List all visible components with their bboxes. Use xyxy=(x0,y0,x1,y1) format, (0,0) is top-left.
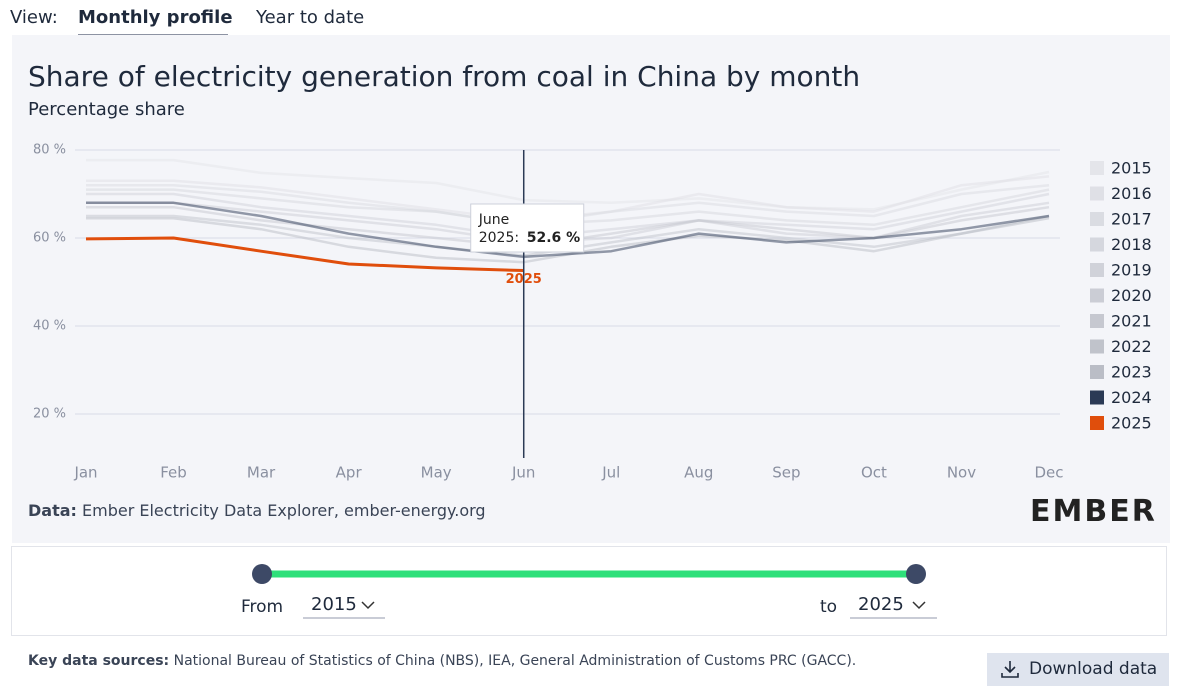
line xyxy=(86,201,1050,259)
y-tick-label: 80 % xyxy=(33,143,66,158)
x-tick-label: Aug xyxy=(684,464,713,482)
range-panel xyxy=(11,546,1167,636)
legend-swatch xyxy=(1090,288,1104,303)
from-label: From xyxy=(241,597,284,617)
y-tick-label: 20 % xyxy=(33,407,66,422)
logo: EMBER xyxy=(1030,494,1157,529)
legend-label: 2021 xyxy=(1111,312,1152,331)
legend-label: 2023 xyxy=(1111,363,1152,382)
legend-swatch xyxy=(1090,263,1104,277)
legend-label: 2020 xyxy=(1111,286,1152,305)
legend-label: 2018 xyxy=(1111,235,1152,254)
legend-label: 2024 xyxy=(1111,388,1152,407)
slider-knob[interactable] xyxy=(252,564,272,584)
legend-label: 2022 xyxy=(1111,337,1152,356)
y-tick-label: 40 % xyxy=(33,319,66,334)
series-label: 2025 xyxy=(506,272,542,287)
chart-title: Share of electricity generation from coa… xyxy=(28,60,861,93)
download-text: Download data xyxy=(1029,659,1158,679)
chart-panel xyxy=(12,35,1170,543)
source: Data: Ember Electricity Data Explorer, e… xyxy=(28,501,486,520)
tab[interactable]: Year to date xyxy=(256,7,365,28)
x-tick-label: Feb xyxy=(160,464,187,482)
view-label: View: xyxy=(10,7,58,28)
slider-knob[interactable] xyxy=(906,564,926,584)
line xyxy=(85,236,524,273)
chart: 20 % 40 % 60 % 80 % Jan Feb Mar Apr May Jun Jul Aug… xyxy=(33,143,1152,482)
legend-swatch xyxy=(1090,416,1104,430)
x-tick-label: May xyxy=(421,464,452,482)
legend-swatch xyxy=(1090,161,1104,175)
legend-swatch xyxy=(1090,186,1104,201)
x-tick-label: Mar xyxy=(247,464,276,482)
x-tick-label: Apr xyxy=(336,464,363,482)
x-tick-label: Jan xyxy=(73,464,97,482)
legend-swatch xyxy=(1090,339,1104,354)
legend-swatch xyxy=(1090,237,1104,252)
x-tick-label: Dec xyxy=(1034,464,1063,482)
download-icon xyxy=(1001,661,1019,678)
x-tick-label: Sep xyxy=(772,464,800,482)
chevron xyxy=(912,601,926,610)
chevron xyxy=(361,601,375,610)
to-select[interactable]: 2025 xyxy=(850,594,937,619)
from-select[interactable]: 2015 xyxy=(303,594,385,619)
chart-subtitle: Percentage share xyxy=(28,99,185,120)
source-text: Ember Electricity Data Explorer, ember-e… xyxy=(82,501,486,520)
tooltip-title: June xyxy=(478,212,510,228)
tooltip-value: 52.6 % xyxy=(527,230,580,246)
footer-text: National Bureau of Statistics of China (… xyxy=(173,653,857,669)
legend-label: 2017 xyxy=(1111,210,1152,229)
to-label: to xyxy=(820,597,838,617)
legend-swatch xyxy=(1090,212,1104,226)
legend-label: 2025 xyxy=(1111,414,1152,433)
slider xyxy=(252,564,926,610)
x-tick-label: Nov xyxy=(947,464,976,482)
legend-label: 2015 xyxy=(1111,159,1152,178)
legend-label: 2019 xyxy=(1111,261,1152,280)
legend-swatch xyxy=(1090,365,1104,379)
footer: Key data sources: National Bureau of Sta… xyxy=(28,653,856,669)
tooltip-box xyxy=(470,203,585,253)
footer-label: Key data sources: xyxy=(28,653,170,669)
legend-label: 2016 xyxy=(1111,184,1152,203)
legend-swatch xyxy=(1090,390,1104,405)
source-label: Data: xyxy=(28,501,77,520)
tooltip-series: 2025: xyxy=(479,230,519,246)
x-tick-label: Jun xyxy=(511,464,535,482)
x-tick-label: Oct xyxy=(861,464,887,482)
download-button[interactable]: Download data xyxy=(987,653,1169,686)
y-tick-label: 60 % xyxy=(33,231,66,246)
x-tick-label: Jul xyxy=(601,464,620,482)
legend-swatch xyxy=(1090,314,1104,328)
